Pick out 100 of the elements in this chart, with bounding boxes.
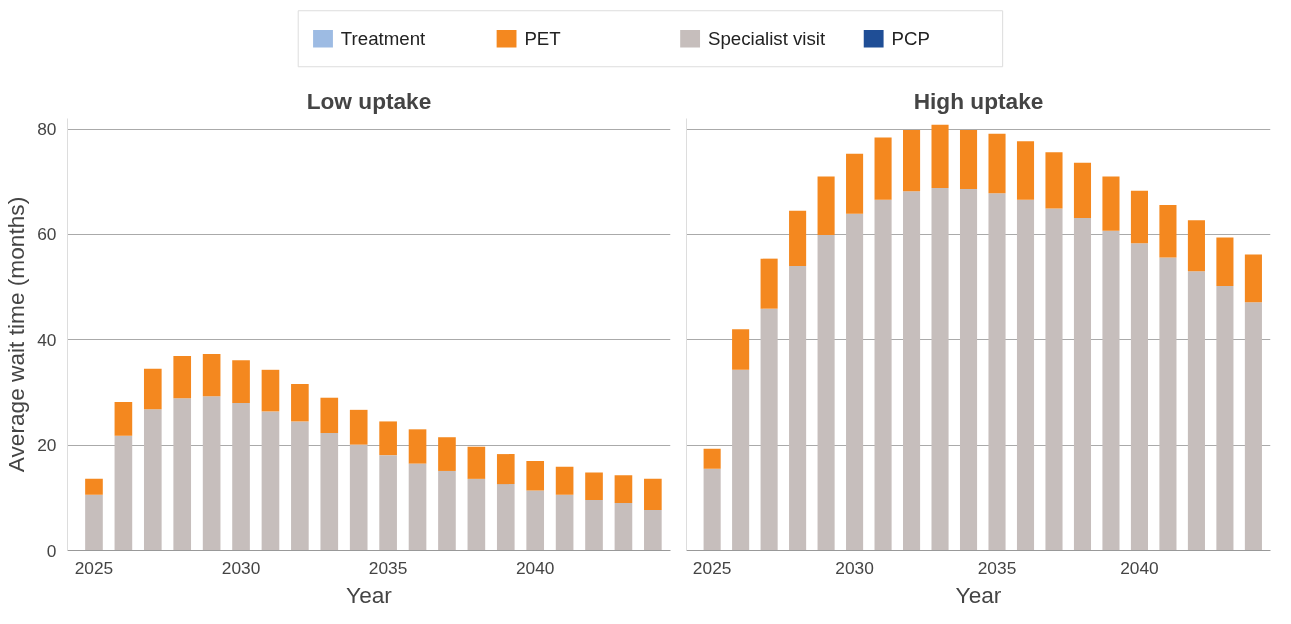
bar <box>1130 190 1148 244</box>
bar <box>173 398 192 551</box>
bar <box>320 433 339 551</box>
bar <box>526 490 545 551</box>
bar <box>379 421 397 456</box>
bar <box>1216 237 1234 287</box>
x-tick-label: 2035 <box>977 557 1017 578</box>
x-tick-label: 2040 <box>1120 557 1159 578</box>
legend-label: Treatment <box>340 28 426 50</box>
bar <box>173 356 192 399</box>
bar <box>817 234 835 551</box>
x-tick-label: 2025 <box>692 557 732 578</box>
bar <box>408 429 427 464</box>
bar <box>1216 286 1234 551</box>
bar <box>732 369 750 551</box>
bar <box>874 199 892 551</box>
bar <box>760 258 778 309</box>
bar <box>789 210 807 267</box>
bar <box>1073 162 1092 219</box>
legend-label: PET <box>524 28 561 50</box>
bar <box>202 396 221 551</box>
bar <box>903 191 921 551</box>
bar <box>438 437 456 471</box>
bar <box>496 484 515 551</box>
bar <box>85 494 103 551</box>
bar <box>874 137 892 200</box>
bar <box>143 368 162 410</box>
bar <box>467 478 486 551</box>
bar <box>732 329 750 370</box>
y-tick-label: 20 <box>37 435 57 456</box>
bar <box>1016 199 1035 551</box>
bar <box>1130 243 1148 551</box>
y-tick-label: 60 <box>37 224 57 245</box>
bar <box>846 153 864 214</box>
bar <box>232 402 250 551</box>
bar <box>988 133 1006 194</box>
x-tick-label: 2040 <box>515 557 555 578</box>
y-tick-label: 80 <box>37 119 57 140</box>
bar <box>291 384 309 422</box>
bar <box>614 475 633 504</box>
y-tick-label: 0 <box>46 540 57 561</box>
bar <box>143 409 162 551</box>
bar <box>614 503 633 551</box>
bar <box>931 124 949 189</box>
legend-label: Specialist visit <box>707 28 826 50</box>
bar <box>379 455 397 551</box>
bar <box>555 466 574 495</box>
bar <box>846 213 864 551</box>
bar <box>903 130 921 192</box>
bar <box>114 435 133 551</box>
bar <box>438 470 456 551</box>
bar <box>789 266 807 551</box>
bar <box>114 401 133 436</box>
bar <box>644 478 662 510</box>
bar <box>585 472 603 500</box>
bar <box>1187 271 1205 551</box>
bar <box>202 353 221 397</box>
bar <box>1244 302 1262 551</box>
bar <box>526 460 545 491</box>
bar <box>1159 257 1177 551</box>
bar <box>1102 176 1120 231</box>
bar <box>1102 230 1120 551</box>
bar <box>261 369 280 412</box>
bar <box>349 444 368 551</box>
bar <box>467 446 486 479</box>
x-tick-label: 2025 <box>74 557 114 578</box>
bar <box>988 193 1006 551</box>
bar <box>644 509 662 551</box>
bar <box>349 409 368 445</box>
bar <box>703 448 721 469</box>
bar <box>760 308 778 551</box>
bar <box>1073 218 1092 551</box>
bar <box>261 411 280 551</box>
bar <box>496 454 515 485</box>
bar <box>959 189 978 551</box>
x-axis-title: Year <box>955 581 1002 608</box>
legend-label: PCP <box>891 28 930 50</box>
bar <box>1016 141 1035 200</box>
bar <box>408 463 427 551</box>
x-axis-title: Year <box>346 581 393 608</box>
bar <box>585 499 603 551</box>
bar <box>555 494 574 551</box>
bar <box>1159 204 1177 258</box>
bar <box>931 188 949 551</box>
chart-title: Low uptake <box>306 87 432 114</box>
bar <box>817 176 835 235</box>
bar <box>291 421 309 551</box>
bar <box>1045 152 1063 209</box>
y-tick-label: 40 <box>37 329 57 350</box>
bar <box>1187 220 1205 272</box>
bar <box>232 360 250 403</box>
bar <box>1244 254 1262 303</box>
x-tick-label: 2030 <box>835 557 874 578</box>
bar <box>320 397 339 434</box>
bar <box>1045 208 1063 551</box>
y-axis-title: Average wait time (months) <box>3 196 30 473</box>
x-tick-label: 2030 <box>221 557 261 578</box>
chart-title: High uptake <box>913 87 1044 114</box>
bar <box>85 478 103 495</box>
bar <box>703 468 721 551</box>
